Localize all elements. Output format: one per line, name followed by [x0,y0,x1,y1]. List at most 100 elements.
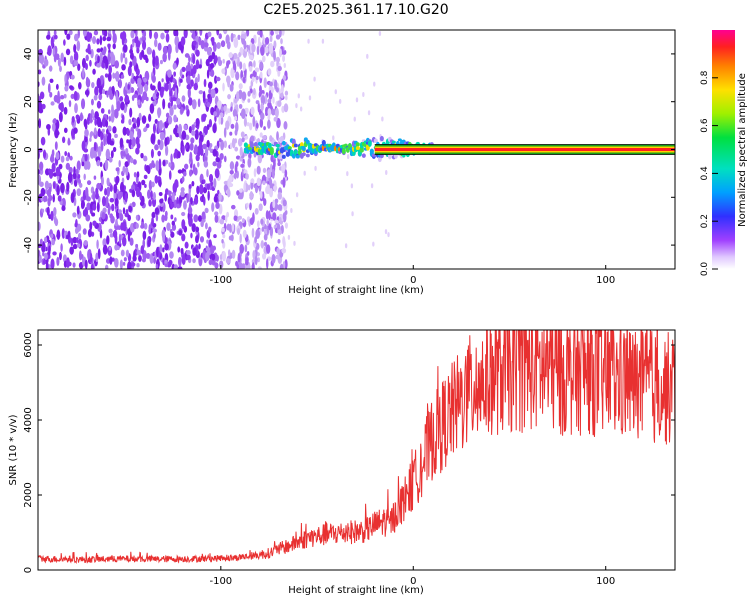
spectrogram-noise-cell [40,54,45,65]
spectrogram-noise-cell [109,233,114,238]
spectrogram-noise-cell [97,146,102,158]
snr-y-tick-label: 0 [23,567,34,573]
spectrogram-noise-cell [202,113,207,119]
spectrogram-noise-cell [203,160,209,168]
spectrogram-signal-cell [369,148,374,155]
spectrogram-noise-cell [51,162,56,173]
spectrogram-signal-cell [355,142,360,147]
spectrogram-noise-cell [73,166,76,176]
spectrogram-noise-cell [214,55,218,64]
spectrogram-noise-cell [38,161,44,171]
spectrogram-noise-cell [124,192,128,203]
spectrogram-noise-cell [313,76,316,82]
spectrogram-noise-cell [384,229,388,235]
spectrogram-noise-cell [105,148,111,160]
spectrogram-noise-cell [189,169,193,177]
spectrogram-noise-cell [197,215,202,222]
spectrogram-noise-cell [218,192,222,202]
spectrogram-noise-cell [186,250,191,256]
spectrogram-noise-cell [141,258,146,263]
spectrogram-noise-cell [153,31,159,40]
spectrogram-noise-cell [164,192,168,202]
spectrogram-noise-cell [314,165,317,171]
spectrogram-noise-cell [223,105,227,112]
spectrogram-noise-cell [261,89,265,96]
spectrogram-noise-cell [135,214,139,221]
spectrogram-noise-cell [95,252,99,263]
spectrogram-noise-cell [255,122,259,129]
spectrogram-noise-cell [112,126,117,134]
spectrogram-noise-cell [282,199,287,207]
spectrogram-noise-cell [91,98,94,106]
spectrogram-noise-cell [232,52,238,60]
spectrogram-noise-cell [76,188,82,197]
spectrogram-noise-cell [115,175,120,184]
spectrogram-noise-cell [112,146,117,153]
spectrogram-noise-cell [104,188,107,196]
spectrogram-noise-cell [52,251,57,256]
spectrogram-noise-cell [167,49,171,61]
spectrogram-signal-cell [249,141,254,148]
colorbar-tick-label: 0.0 [700,262,710,277]
spectrogram-noise-cell [109,256,113,265]
spectrogram-noise-cell [110,150,114,159]
spectrogram-noise-cell [156,246,159,258]
spectrogram-noise-cell [80,98,86,110]
spectrogram-noise-cell [351,211,354,217]
spectrogram-noise-cell [114,133,118,138]
spectrogram-noise-cell [75,219,78,228]
spectrogram-noise-cell [81,140,86,152]
spectrogram-noise-cell [108,156,113,163]
spectrogram-noise-cell [378,31,382,37]
spectrogram-noise-cell [89,221,93,231]
spectrogram-noise-cell [181,66,186,73]
spectrogram-noise-cell [263,229,268,235]
spectrogram-noise-cell [147,239,151,248]
spectrogram-noise-cell [169,251,174,259]
spectrogram-noise-cell [285,94,288,101]
spectrogram-noise-cell [244,244,248,253]
spectrogram-noise-cell [151,216,154,227]
spectrogram-noise-cell [162,45,168,55]
spectrogram-noise-cell [195,59,200,70]
spectrogram-noise-cell [201,218,206,223]
spectrogram-noise-cell [143,155,148,161]
spectrogram-noise-cell [232,60,236,71]
spectrogram-noise-cell [97,55,100,63]
spectrogram-noise-cell [173,114,177,123]
spectrogram-noise-cell [218,114,222,125]
spectrogram-noise-cell [72,262,76,268]
spectrogram-noise-cell [225,258,231,264]
spectrogram-noise-cell [127,232,131,242]
spectrogram-noise-cell [277,161,281,167]
spectrogram-noise-cell [101,211,106,220]
spectrogram-noise-cell [89,59,92,67]
spectrogram-noise-cell [172,77,176,84]
spectrogram-noise-cell [80,200,85,209]
spectrogram-noise-cell [233,98,238,104]
spectrogram-noise-cell [269,135,273,142]
spectrogram-noise-cell [264,94,268,105]
spectrogram-noise-cell [140,152,144,159]
spectrogram-noise [38,30,390,269]
spectrogram-noise-cell [114,108,119,119]
spectrogram-noise-cell [241,91,247,101]
spectrogram-noise-cell [164,122,169,129]
spectrogram-noise-cell [148,180,153,191]
spectrogram-noise-cell [56,184,60,196]
spectrogram-noise-cell [162,247,165,253]
spectrogram-noise-cell [65,156,70,162]
spectrogram-noise-cell [119,95,124,102]
spectrogram-noise-cell [226,60,230,69]
spectrogram-noise-cell [86,31,91,43]
spectrogram-noise-cell [235,71,240,81]
spectrogram-noise-cell [282,75,287,81]
spectrogram-noise-cell [264,46,269,54]
spectrogram-noise-cell [295,103,298,109]
spectrogram-noise-cell [51,238,56,246]
spectrogram-noise-cell [193,144,198,155]
spectrogram-noise-cell [259,71,263,79]
spectrogram-noise-cell [159,131,165,141]
spectrogram-noise-cell [70,192,75,204]
spectrogram-noise-cell [231,204,236,210]
